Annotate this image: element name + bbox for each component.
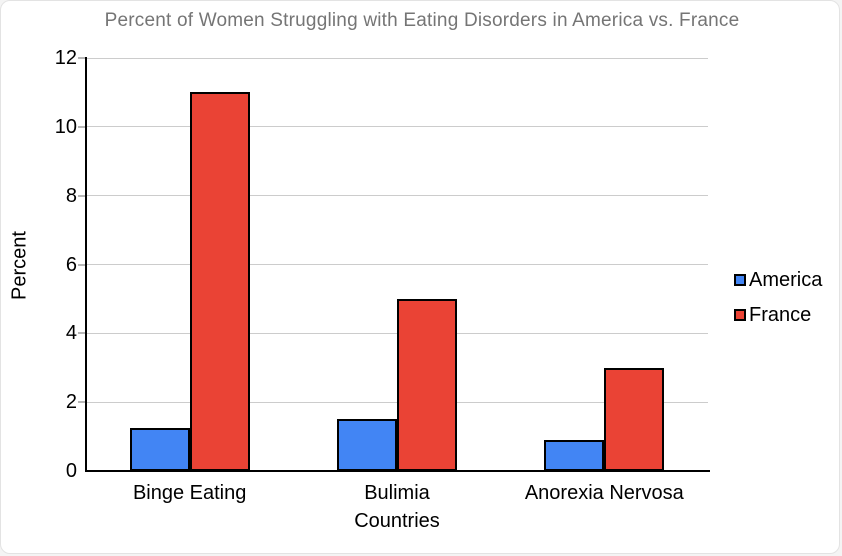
y-tick-mark [78,57,85,59]
plot-area [86,57,708,471]
y-tick-mark [78,332,85,335]
gridline-y6 [86,264,708,265]
y-tick-mark [78,401,85,404]
y-tick-label: 8 [65,184,77,207]
gridline-y10 [86,126,708,128]
y-tick-label: 12 [54,47,77,69]
y-tick-label: 6 [65,253,77,276]
x-category-label: Binge Eating [132,482,247,504]
bar-america-binge-eating [129,428,190,471]
legend-item-france: France [734,303,822,327]
y-tick-mark [78,263,85,266]
gridline-y12 [86,57,708,59]
legend: America France [734,268,822,327]
legend-swatch-icon [734,309,746,321]
y-tick-label: 0 [65,460,77,482]
y-tick-label: 4 [65,322,77,345]
legend-item-america: America [734,268,822,292]
legend-swatch-icon [734,274,746,286]
chart-title: Percent of Women Struggling with Eating … [104,10,740,31]
bar-france-anorexia-nervosa [604,368,665,471]
y-tick-mark [78,194,85,197]
x-category-label: Bulimia [364,482,430,504]
legend-label: France [749,304,812,326]
bar-america-anorexia-nervosa [544,440,605,471]
y-tick-mark [78,125,85,128]
x-axis-line [85,470,710,472]
gridline-y8 [86,195,708,197]
bar-america-bulimia [337,419,397,471]
x-category-label: Anorexia Nervosa [524,482,684,504]
y-tick-label: 2 [65,391,77,414]
bar-france-bulimia [397,299,457,471]
bar-france-binge-eating [189,92,250,471]
x-axis-title: Countries [354,510,440,532]
y-axis-line [85,57,87,472]
y-tick-label: 10 [54,115,77,138]
legend-label: America [749,269,823,291]
